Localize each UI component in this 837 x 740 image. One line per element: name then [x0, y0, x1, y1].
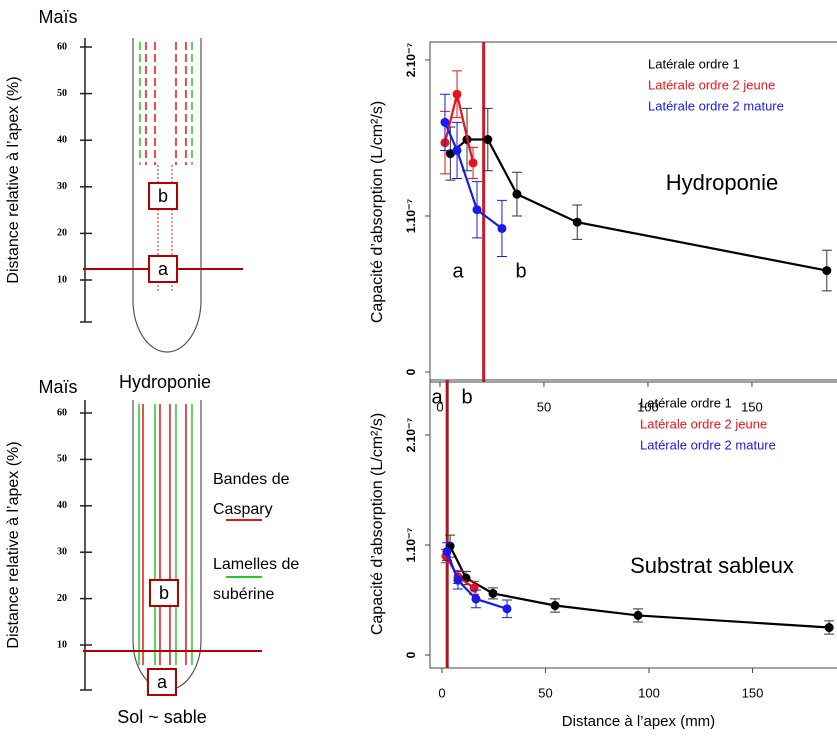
diagram-tick-label: 20 [57, 228, 67, 239]
diagram-title: Maïs [38, 7, 77, 27]
legend-entry: Latérale ordre 2 jeune [648, 77, 775, 92]
y-axis-label: Capacité d’absorption (L/cm²/s) [369, 413, 386, 635]
diagram-y-label: Distance relative à l’apex (%) [5, 76, 22, 283]
diagram-caption: Sol ~ sable [117, 707, 207, 727]
x-tick-label: 0 [438, 685, 445, 700]
diagram-y-label: Distance relative à l’apex (%) [5, 441, 22, 648]
y-tick-label: 0 [404, 368, 418, 375]
y-tick-label: 2.10⁻⁷ [404, 43, 418, 78]
legend-entry: Latérale ordre 2 mature [648, 98, 784, 113]
series-line [449, 138, 828, 272]
diagram-title: Maïs [38, 377, 77, 397]
y-tick-label: 1.10⁻⁷ [404, 528, 418, 563]
zone-label: b [461, 386, 472, 408]
data-point [822, 266, 832, 276]
data-point [452, 145, 462, 155]
zone-label: b [158, 186, 168, 206]
y-axis-label: Capacité d’absorption (L/cm²/s) [369, 101, 386, 323]
data-point [512, 189, 522, 199]
diagram-caption: Hydroponie [119, 372, 211, 392]
diagram-tick-label: 60 [57, 407, 67, 418]
zone-label: a [157, 672, 168, 692]
legend-entry: Latérale ordre 2 jeune [640, 416, 767, 431]
data-point [502, 604, 512, 614]
data-point [452, 89, 462, 99]
data-point [488, 588, 498, 598]
zone-box [147, 668, 177, 696]
annotation: Hydroponie [666, 170, 779, 195]
diagram-tick-label: 20 [57, 593, 67, 604]
x-tick-label: 0 [436, 399, 443, 414]
legend-entry: Latérale ordre 1 [648, 56, 740, 71]
diagram-tick-label: 30 [57, 181, 67, 192]
data-point [572, 217, 582, 227]
legend-text: Caspary [213, 501, 273, 518]
zone-box [148, 182, 178, 210]
zone-label: a [158, 259, 169, 279]
data-point [442, 547, 452, 557]
data-point [550, 601, 560, 611]
series-line [445, 551, 508, 610]
y-tick-label: 0 [404, 651, 418, 658]
data-point [453, 575, 463, 585]
zone-label: a [431, 386, 443, 408]
data-point [824, 623, 834, 633]
zone-label: a [452, 260, 464, 282]
data-point [468, 158, 478, 168]
diagram-tick-label: 60 [57, 41, 67, 52]
legend-entry: Latérale ordre 2 mature [640, 437, 776, 452]
x-axis-label: Distance à l’apex (mm) [562, 713, 715, 730]
plot-frame [429, 41, 837, 383]
diagram-tick-label: 40 [57, 134, 67, 145]
legend-entry: Latérale ordre 1 [640, 395, 732, 410]
x-tick-label: 150 [741, 399, 763, 414]
x-tick-label: 100 [637, 399, 659, 414]
series-line [443, 121, 503, 230]
series-line [449, 545, 830, 629]
legend-text: Lamelles de [213, 556, 299, 573]
zone-label: b [159, 583, 169, 603]
data-point [483, 135, 493, 145]
data-point [440, 117, 450, 127]
y-tick-label: 1.10⁻⁷ [404, 199, 418, 234]
diagram-tick-label: 40 [57, 500, 67, 511]
y-tick-label: 2.10⁻⁷ [404, 418, 418, 453]
data-point [469, 583, 479, 593]
x-tick-label: 100 [638, 685, 660, 700]
diagram-tick-label: 30 [57, 546, 67, 557]
root-outline [132, 38, 202, 353]
plot-frame [429, 379, 837, 669]
x-tick-label: 50 [537, 399, 551, 414]
annotation: Substrat sableux [630, 553, 794, 578]
data-point [633, 610, 643, 620]
diagram-tick-label: 10 [57, 639, 67, 650]
legend-text: subérine [213, 586, 274, 603]
data-point [497, 223, 507, 233]
zone-box [148, 255, 178, 283]
zone-label: b [515, 260, 526, 282]
x-tick-label: 50 [538, 685, 552, 700]
diagram-tick-label: 50 [57, 454, 67, 465]
data-point [471, 594, 481, 604]
legend-text: Bandes de [213, 471, 290, 488]
diagram-tick-label: 10 [57, 274, 67, 285]
zone-box [149, 579, 179, 607]
x-tick-label: 150 [742, 685, 764, 700]
diagram-tick-label: 50 [57, 88, 67, 99]
data-point [472, 205, 482, 215]
